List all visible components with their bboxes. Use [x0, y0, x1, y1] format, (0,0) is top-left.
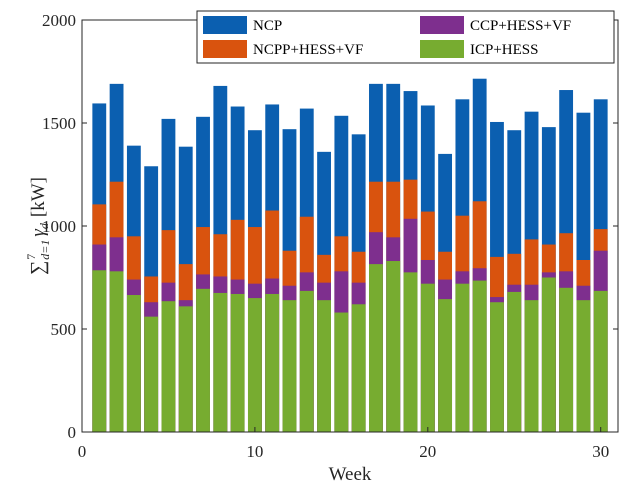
legend-label-ncp: NCP	[253, 18, 282, 34]
bar-icp-hess-week-30	[593, 290, 608, 432]
x-tick-label-20: 20	[419, 442, 436, 461]
y-tick-label-0: 0	[68, 423, 77, 442]
bar-icp-hess-week-10	[247, 298, 262, 432]
legend-box	[196, 10, 615, 64]
bar-icp-hess-week-14	[317, 300, 331, 432]
bar-icp-hess-week-9	[230, 293, 245, 432]
x-tick-label-0: 0	[78, 442, 87, 461]
legend-swatch-ncp	[203, 16, 247, 34]
bar-icp-hess-week-29	[576, 300, 591, 432]
bar-icp-hess-week-6	[178, 306, 193, 432]
bar-icp-hess-week-23	[472, 280, 487, 432]
y-label-upper: 7	[24, 254, 38, 260]
x-tick-label-30: 30	[592, 442, 609, 461]
bar-icp-hess-week-12	[282, 300, 297, 432]
y-label-unit: [kW]	[28, 177, 49, 217]
y-label-gamma: γ	[28, 229, 49, 237]
legend-swatch-ncpp-hess-vf	[203, 40, 247, 58]
bar-icp-hess-week-28	[559, 287, 574, 432]
legend: NCP NCPP+HESS+VF CCP+HESS+VF ICP+HESS	[196, 10, 615, 64]
x-axis-label: Week	[329, 464, 372, 485]
bar-icp-hess-week-1	[92, 270, 107, 432]
bar-icp-hess-week-7	[196, 288, 210, 432]
y-axis-label: ∑7d=1 γd [kW]	[24, 177, 52, 275]
legend-label-ncpp-hess-vf: NCPP+HESS+VF	[253, 42, 363, 58]
legend-label-icp-hess: ICP+HESS	[470, 42, 538, 58]
y-tick-label-1500: 1500	[42, 114, 76, 133]
bar-icp-hess-week-11	[265, 293, 280, 432]
x-tick-label-10: 10	[246, 442, 263, 461]
bar-icp-hess-week-19	[403, 272, 418, 432]
bar-icp-hess-week-15	[334, 312, 349, 432]
legend-swatch-ccp-hess-vf	[420, 16, 464, 34]
bar-icp-hess-week-20	[420, 283, 435, 432]
bar-icp-hess-week-13	[299, 290, 314, 432]
bar-icp-hess-week-24	[490, 302, 504, 432]
y-label-sum: ∑	[27, 261, 49, 275]
bar-icp-hess-week-18	[386, 261, 401, 432]
tick-labels-layer: 0 10 20 30 0 500 1000 1500 2000	[42, 11, 609, 461]
legend-label-ccp-hess-vf: CCP+HESS+VF	[470, 18, 571, 34]
bar-icp-hess-week-25	[507, 291, 522, 432]
svg-text:∑7d=1γd[kW]: ∑7d=1 γd [kW]	[24, 177, 52, 275]
legend-swatch-icp-hess	[420, 40, 464, 58]
bar-icp-hess-week-22	[455, 283, 470, 432]
bar-icp-hess-week-21	[438, 299, 453, 432]
y-tick-label-500: 500	[51, 320, 77, 339]
y-tick-label-1000: 1000	[42, 217, 76, 236]
bar-icp-hess-week-4	[144, 316, 159, 432]
bar-icp-hess-week-3	[126, 295, 141, 432]
bar-icp-hess-week-2	[109, 271, 124, 432]
y-label-lower: d=1	[38, 240, 52, 260]
bar-icp-hess-week-26	[524, 300, 539, 432]
bars-layer	[92, 78, 608, 433]
bar-icp-hess-week-17	[369, 264, 383, 432]
y-tick-label-2000: 2000	[42, 11, 76, 30]
bar-icp-hess-week-8	[213, 292, 228, 432]
bar-icp-hess-week-5	[161, 301, 176, 432]
bar-icp-hess-week-27	[541, 277, 556, 432]
y-label-subscript: d	[37, 222, 51, 229]
bar-icp-hess-week-16	[351, 304, 366, 432]
